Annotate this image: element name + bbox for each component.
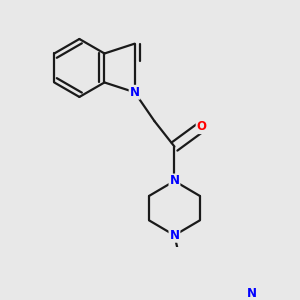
Text: N: N xyxy=(247,287,257,300)
Text: N: N xyxy=(169,175,179,188)
Text: N: N xyxy=(169,229,179,242)
Text: O: O xyxy=(196,120,207,133)
Text: N: N xyxy=(130,86,140,99)
